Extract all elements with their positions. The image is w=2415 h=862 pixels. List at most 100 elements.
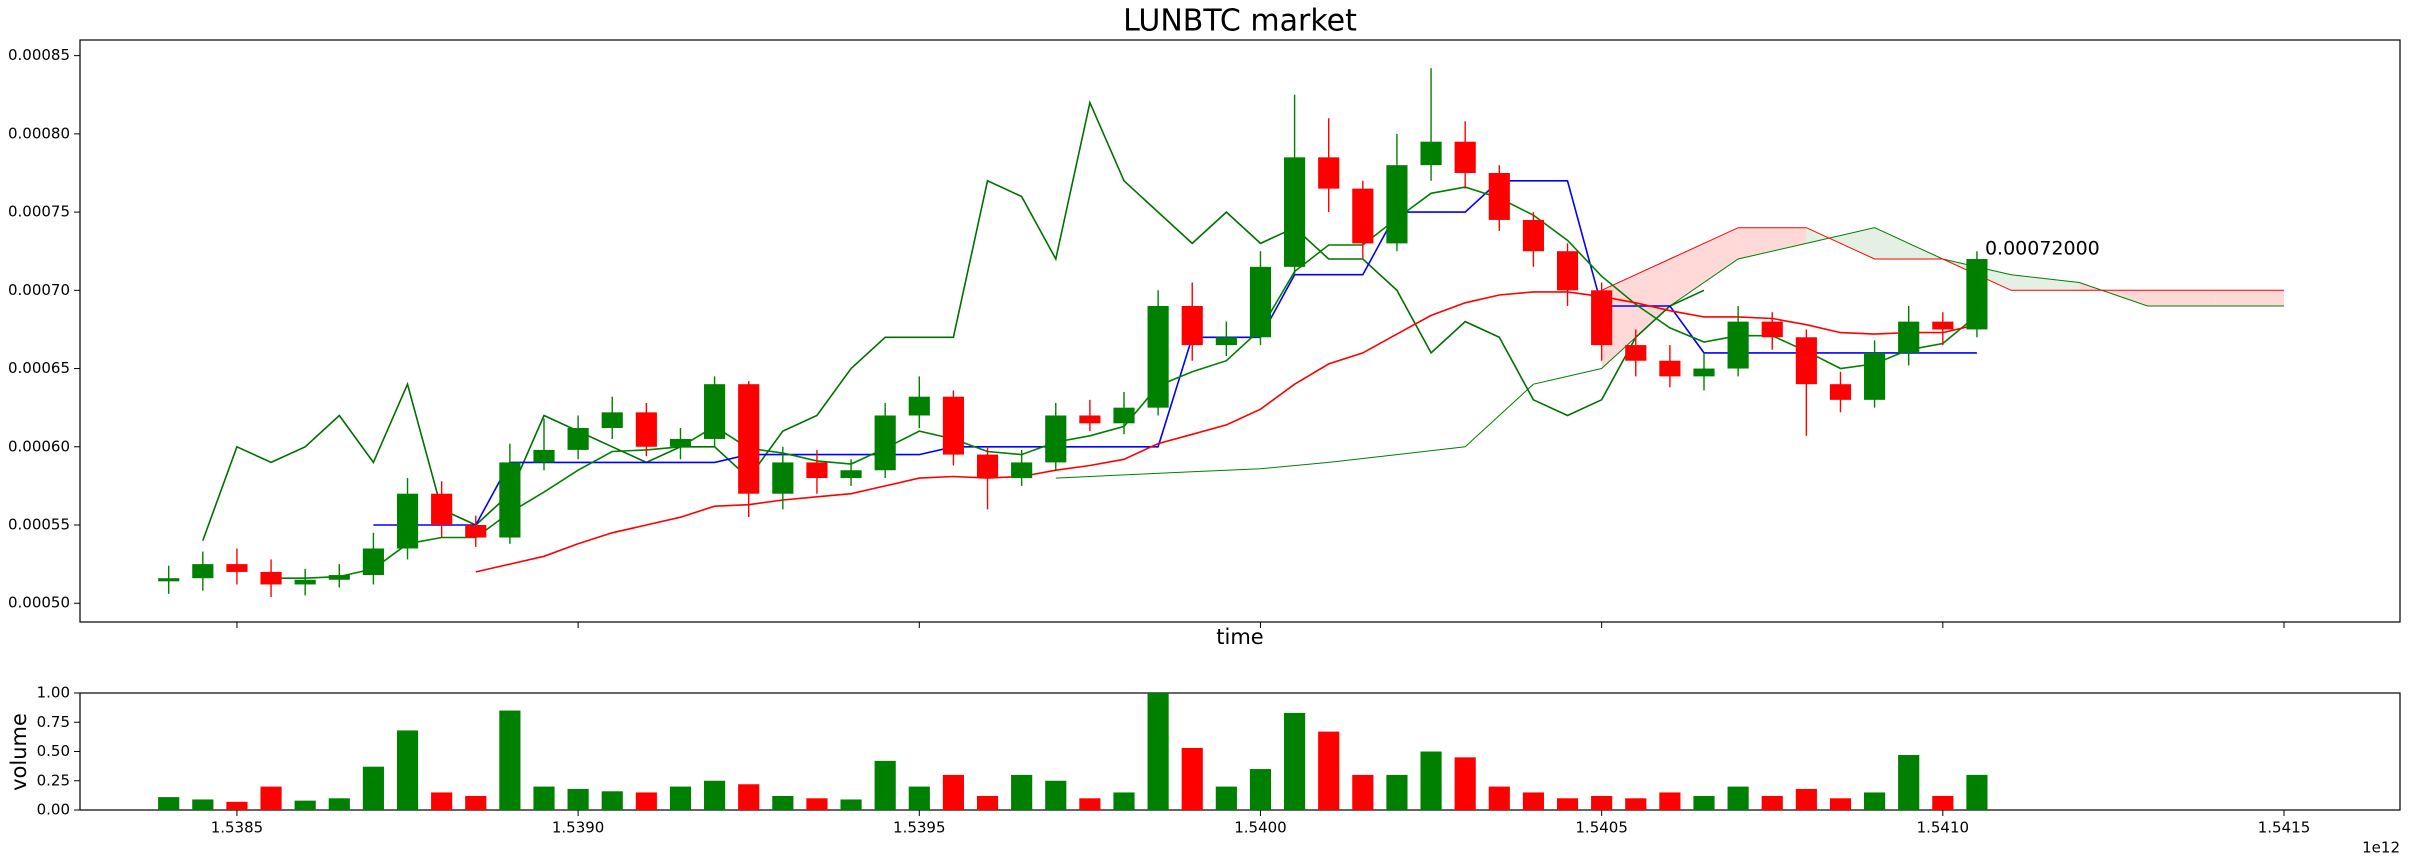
candle-body	[192, 564, 214, 579]
volume-bar	[1898, 755, 1920, 810]
cloud-fill	[2011, 274, 2080, 291]
candle-body	[635, 412, 657, 447]
candle-body	[1761, 321, 1783, 338]
candle-body	[704, 384, 726, 439]
volume-bar	[1352, 774, 1374, 810]
candle-body	[1795, 337, 1817, 385]
volume-bar	[226, 801, 248, 810]
x-tick-label: 1.5415	[2258, 819, 2311, 837]
candle-body	[1181, 305, 1203, 346]
candle-body	[1147, 305, 1169, 408]
volume-bar	[1488, 786, 1510, 810]
candle-body	[806, 462, 828, 479]
y-tick-label: 0.00055	[8, 516, 70, 534]
volume-bar	[499, 710, 521, 810]
volume-bar	[1454, 757, 1476, 810]
y-tick-label: 0.75	[37, 713, 70, 731]
volume-bar	[669, 786, 692, 810]
x-tick-label: 1.5405	[1575, 819, 1628, 837]
candle-body	[1079, 415, 1101, 424]
volume-bar	[1693, 795, 1715, 810]
volume-bar	[1079, 798, 1101, 810]
volume-bar	[1761, 795, 1783, 810]
candle-body	[1045, 415, 1067, 463]
candle-body	[1522, 219, 1544, 252]
candle-body	[601, 412, 623, 428]
candle-body	[1966, 259, 1988, 330]
volume-bar	[362, 766, 384, 810]
volume-bar	[1795, 788, 1817, 810]
candle-body	[1215, 337, 1237, 346]
cloud-fill	[1738, 227, 1807, 260]
candle-body	[1659, 360, 1681, 377]
candle-body	[294, 579, 316, 585]
candle-body	[567, 428, 589, 450]
x-axis-label: time	[1216, 625, 1263, 649]
volume-bar	[1591, 795, 1613, 810]
volume-bar	[1181, 747, 1203, 810]
y-tick-label: 0.25	[37, 771, 70, 789]
cloud-fill	[2147, 290, 2216, 306]
candle-body	[1454, 141, 1476, 173]
candle-body	[1932, 321, 1954, 330]
volume-bar	[260, 786, 282, 810]
candle-body	[1829, 384, 1852, 400]
candle-body	[362, 548, 384, 576]
candle-body	[1727, 321, 1749, 369]
y-tick-label: 0.50	[37, 742, 70, 760]
candle-body	[772, 462, 794, 494]
volume-bar	[431, 792, 453, 810]
candle-body	[840, 470, 862, 479]
volume-bar	[942, 774, 964, 810]
y-tick-label: 0.00075	[8, 203, 70, 221]
candle-body	[1591, 290, 1613, 346]
y-tick-label: 0.00070	[8, 281, 70, 299]
volume-bar	[1522, 792, 1544, 810]
volume-bar	[1011, 774, 1033, 810]
volume-bar	[192, 799, 214, 810]
volume-bar	[1284, 712, 1306, 810]
x-tick-label: 1.5410	[1917, 819, 1970, 837]
candle-body	[1386, 165, 1408, 244]
volume-bar	[1215, 786, 1237, 810]
candle-body	[1420, 141, 1442, 166]
y-tick-label: 0.00050	[8, 594, 70, 612]
volume-bar	[1556, 798, 1579, 810]
y-axis-label: volume	[7, 713, 31, 791]
y-tick-label: 0.00065	[8, 359, 70, 377]
candle-body	[1625, 345, 1647, 361]
candle-body	[1556, 251, 1579, 291]
y-tick-label: 0.00060	[8, 437, 70, 455]
candle-body	[226, 564, 248, 572]
volume-bar	[1249, 769, 1272, 810]
candle-body	[942, 396, 964, 455]
candle-body	[533, 449, 555, 463]
cloud-fill	[1601, 259, 1670, 369]
volume-bar	[1386, 774, 1408, 810]
candle-body	[396, 493, 419, 549]
volume-bar	[1318, 731, 1340, 810]
price-annotation: 0.00072000	[1985, 238, 2100, 260]
volume-bar	[1932, 795, 1954, 810]
volume-bar	[772, 795, 794, 810]
volume-bar	[1420, 751, 1442, 810]
x-tick-label: 1.5395	[893, 819, 946, 837]
candle-body	[431, 493, 453, 525]
x-tick-label: 1.5385	[211, 819, 264, 837]
candle-body	[1113, 407, 1135, 424]
candle-body	[1488, 172, 1510, 220]
volume-bar	[1829, 798, 1852, 810]
candle-body	[874, 415, 896, 471]
candle-body	[1011, 462, 1033, 479]
volume-bar	[1113, 792, 1135, 810]
indicator-line	[373, 180, 1977, 526]
volume-bar	[1147, 693, 1169, 810]
candle-body	[328, 575, 350, 580]
volume-bar	[601, 791, 623, 810]
cloud-fill	[1669, 227, 1739, 306]
candle-body	[465, 525, 487, 538]
candle-body	[669, 438, 692, 447]
candle-body	[1318, 157, 1340, 189]
volume-bar	[806, 798, 828, 810]
volume-bar	[294, 800, 316, 810]
